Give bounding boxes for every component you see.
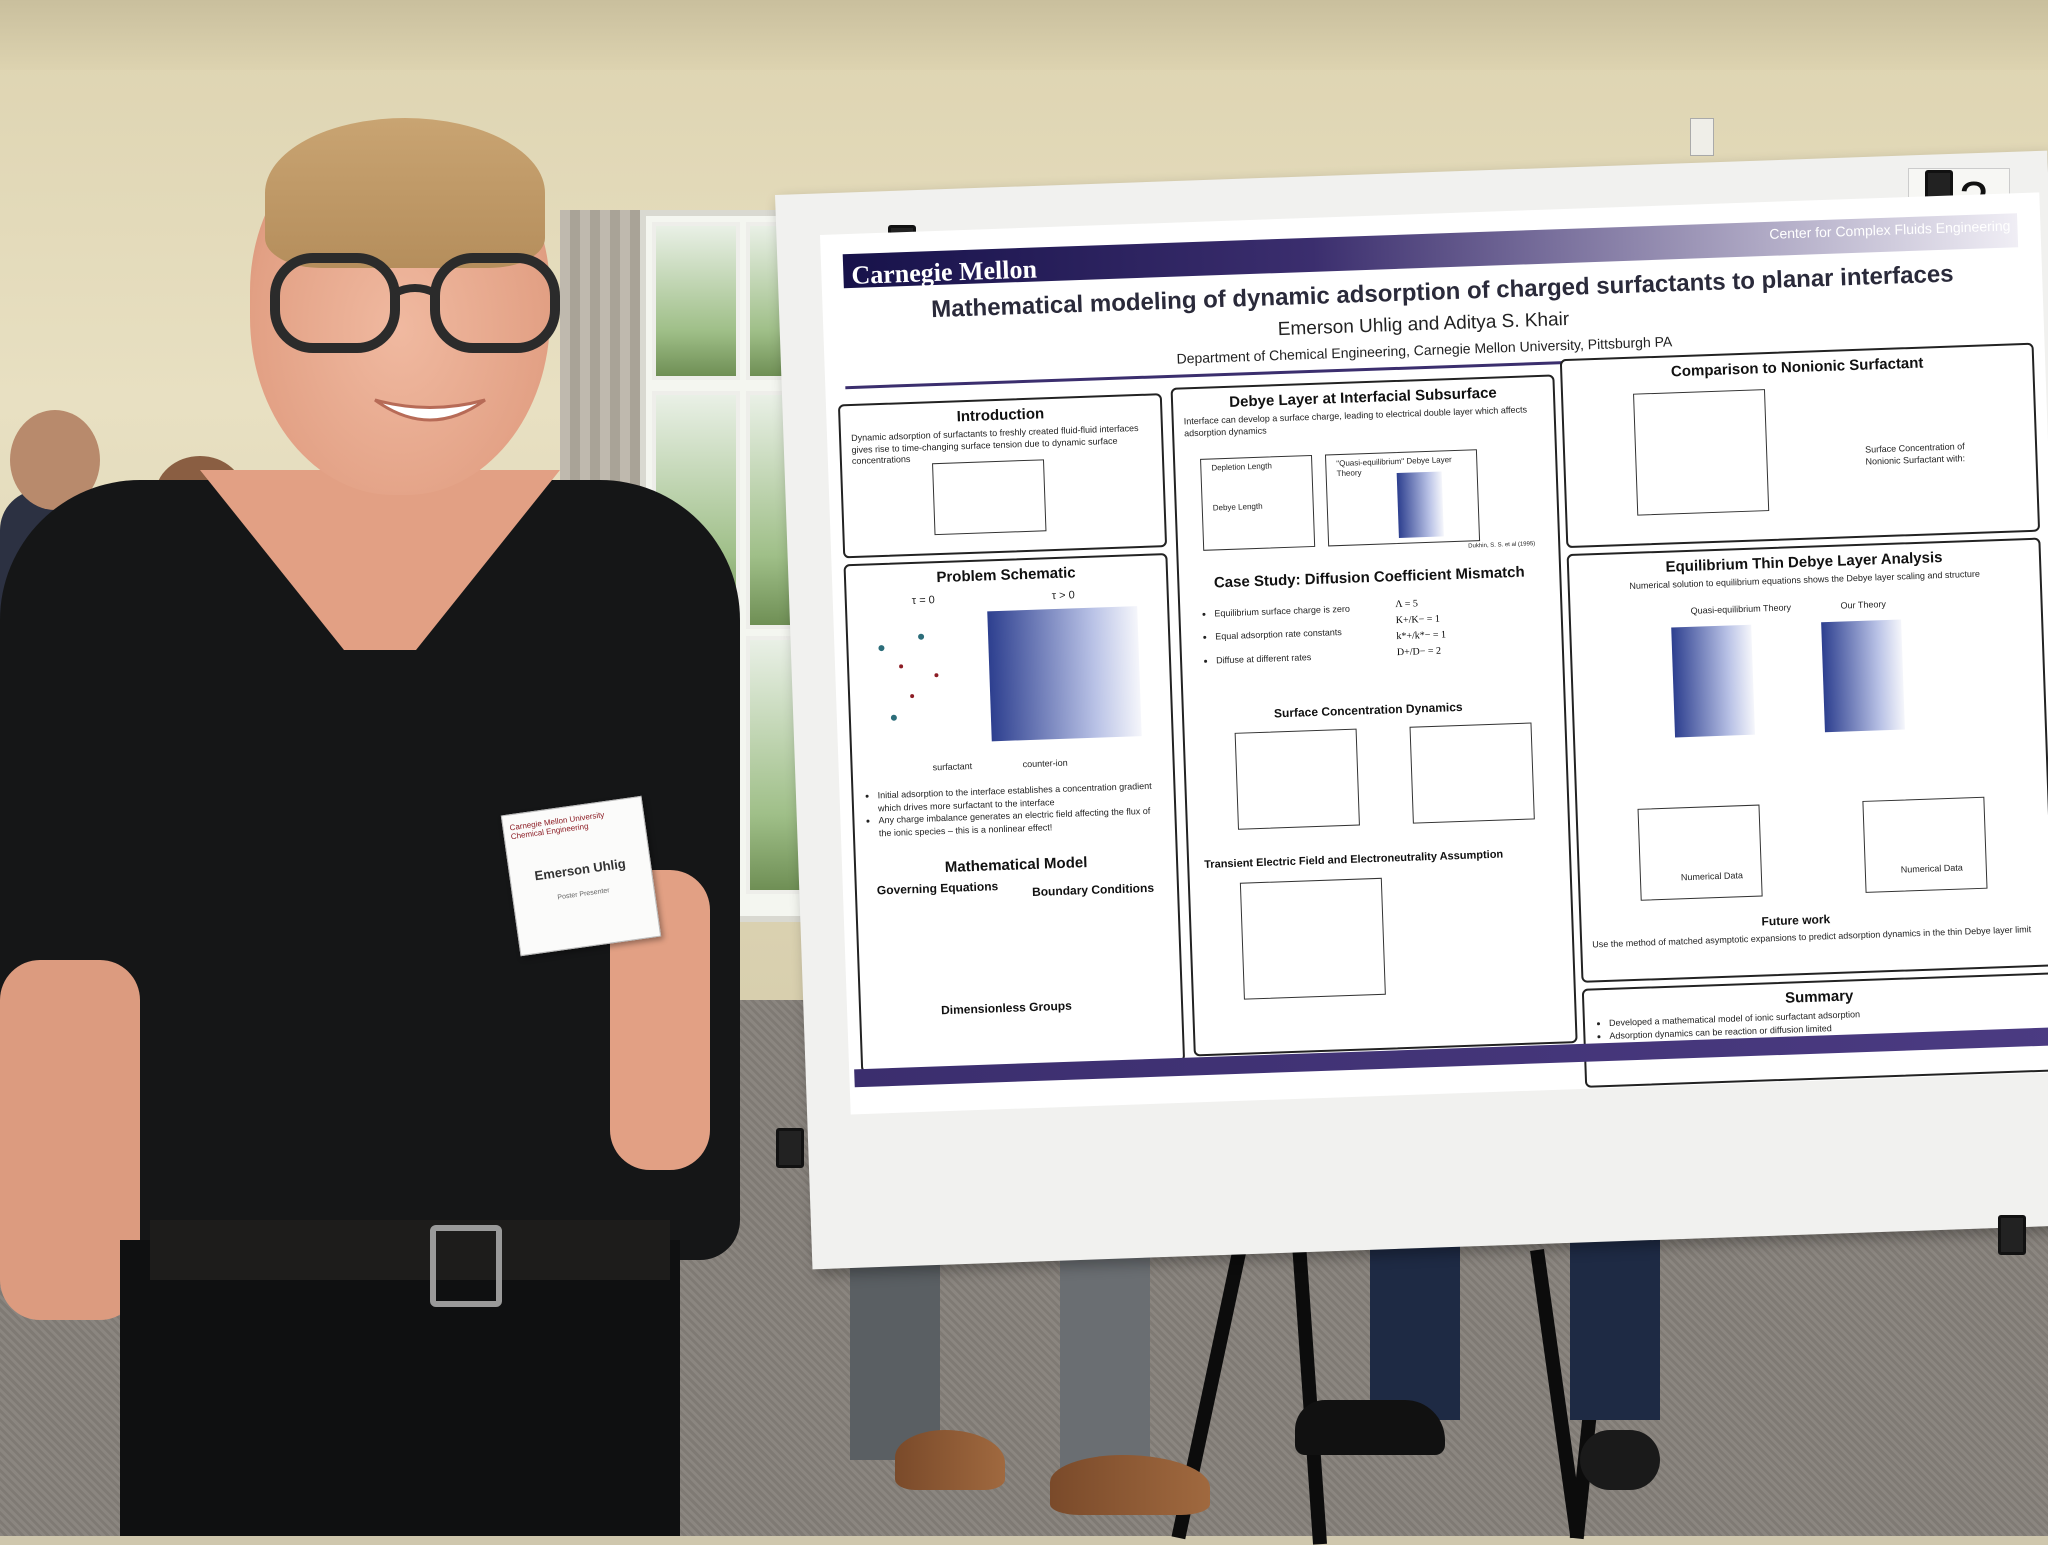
intro-scatter-plot [932,459,1047,536]
schematic-heading: Problem Schematic [936,564,1076,587]
smile-icon [374,398,486,422]
case-bullets: Equilibrium surface charge is zero Equal… [1202,596,1396,673]
transient-heading: Transient Electric Field and Electroneut… [1204,848,1504,871]
nonionic-label: Surface Concentration of Nonionic Surfac… [1864,441,1966,467]
groups-heading: Dimensionless Groups [940,998,1072,1018]
debye-panel: Debye Layer at Interfacial Subsurface In… [1170,374,1578,1057]
glasses-icon [270,253,560,353]
ours-gradient [1821,619,1905,733]
surf-dyn-plot-2 [1409,722,1535,824]
numerical-data-label: Numerical Data [1900,862,1963,875]
binder-clip-icon [1998,1215,2026,1255]
boundary-heading: Boundary Conditions [1031,880,1155,899]
schematic-gradient-box [987,606,1142,742]
nonionic-heading: Comparison to Nonionic Surfactant [1670,354,1924,381]
model-heading: Mathematical Model [944,854,1088,877]
cmu-logo: Carnegie Mellon [850,254,1038,290]
debye-length-label: Debye Length [1212,502,1263,513]
thin-plot-1: Numerical Data [1637,804,1763,901]
depletion-box: Depletion Length Debye Length [1200,454,1316,551]
schematic-panel: Problem Schematic τ = 0 τ > 0 surfactant… [843,553,1186,1074]
future-text: Use the method of matched asymptotic exp… [1592,924,2032,950]
case-eq: Λ = 5 [1395,598,1419,611]
qe-gradient [1671,624,1756,738]
person-pants [120,1240,680,1536]
qe-theory-box: "Quasi-equilibrium" Debye Layer Theory [1324,449,1481,547]
thin-debye-panel: Equilibrium Thin Debye Layer Analysis Nu… [1566,537,2048,983]
surf-dyn-heading: Surface Concentration Dynamics [1273,699,1463,721]
light-switch [1690,118,1714,156]
background-leg [1370,1240,1460,1420]
ceiling [0,0,2048,70]
research-poster: Carnegie Mellon Center for Complex Fluid… [820,192,2048,1115]
depletion-label: Depletion Length [1211,461,1272,473]
black-sneaker [1580,1430,1660,1490]
schematic-bullets: Initial adsorption to the interface esta… [865,779,1163,840]
debye-citation: Dukhin, S. S. et al (1995) [1468,541,1536,550]
thin-ours-label: Our Theory [1840,599,1887,611]
case-eq: k*+/k*− = 1 [1396,629,1447,643]
legend-counterion: counter-ion [1022,757,1068,770]
thin-plot-2: Numerical Data [1862,796,1988,893]
belt-buckle-icon [430,1225,502,1307]
case-eq: D+/D− = 2 [1396,645,1442,659]
badge-role: Poster Presenter [557,887,611,902]
governing-heading: Governing Equations [876,879,999,898]
legend-surfactant: surfactant [932,761,973,773]
black-sneaker [1295,1400,1445,1455]
brown-shoe [895,1430,1005,1490]
person-tattooed-arm [0,960,140,1320]
name-badge: Carnegie Mellon University Chemical Engi… [500,795,662,957]
numerical-data-label: Numerical Data [1680,870,1744,883]
person-belt [150,1220,670,1280]
badge-org: Carnegie Mellon University Chemical Engi… [508,810,605,842]
case-equations: Λ = 5 K+/K− = 1 k*+/k*− = 1 D+/D− = 2 [1395,595,1447,661]
nonionic-plot [1633,389,1770,516]
thin-qe-label: Quasi-equilibrium Theory [1690,602,1792,616]
intro-panel: Introduction Dynamic adsorption of surfa… [837,393,1168,559]
schematic-t0: τ = 0 [911,594,936,608]
case-eq: K+/K− = 1 [1395,613,1441,627]
surf-dyn-plot-1 [1234,728,1360,830]
case-heading: Case Study: Diffusion Coefficient Mismat… [1213,563,1525,592]
person-hair [265,118,545,268]
binder-clip-icon [776,1128,804,1168]
brown-shoe [1050,1455,1210,1515]
nonionic-panel: Comparison to Nonionic Surfactant Surfac… [1559,342,2041,549]
future-heading: Future work [1761,912,1831,929]
badge-name: Emerson Uhlig [533,855,627,884]
transient-plot [1239,877,1386,1000]
schematic-t1: τ > 0 [1051,589,1075,603]
background-leg [1570,1240,1660,1420]
